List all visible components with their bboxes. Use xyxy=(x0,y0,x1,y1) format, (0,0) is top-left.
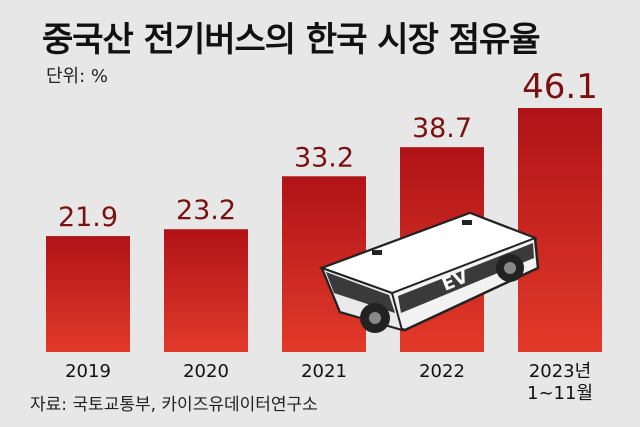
unit-label: 단위: % xyxy=(46,66,109,87)
value-label-1: 23.2 xyxy=(176,195,236,226)
source-note: 자료: 국토교통부, 카이즈유데이터연구소 xyxy=(30,395,318,415)
value-label-2: 33.2 xyxy=(294,142,354,173)
value-label-0: 21.9 xyxy=(58,202,118,233)
chart-title: 중국산 전기버스의 한국 시장 점유율 xyxy=(42,20,541,60)
value-label-4: 46.1 xyxy=(522,67,598,107)
ev-bus-illustration: EV xyxy=(319,211,540,333)
bars-group: 21.9 2019 23.2 2020 33.2 2021 38.7 2022 46.1 2023… xyxy=(46,67,602,404)
x-tick-label-2: 2021 xyxy=(301,361,347,382)
bus-windshield xyxy=(326,272,395,313)
bar-0 xyxy=(46,236,130,352)
x-tick-label-0: 2019 xyxy=(65,361,111,382)
x-tick-label-4-line-1: 1~11월 xyxy=(527,383,593,404)
x-tick-label-4-line-0: 2023년 xyxy=(529,361,591,382)
bus-wheel-front-hub xyxy=(369,312,381,324)
roof-vent-1 xyxy=(372,250,382,255)
bar-4 xyxy=(518,108,602,352)
value-label-3: 38.7 xyxy=(412,113,472,144)
x-tick-label-3: 2022 xyxy=(419,361,465,382)
bar-1 xyxy=(164,229,248,352)
bus-wheel-rear-hub xyxy=(504,262,516,274)
x-tick-label-1: 2020 xyxy=(183,361,229,382)
roof-vent-2 xyxy=(462,220,472,225)
